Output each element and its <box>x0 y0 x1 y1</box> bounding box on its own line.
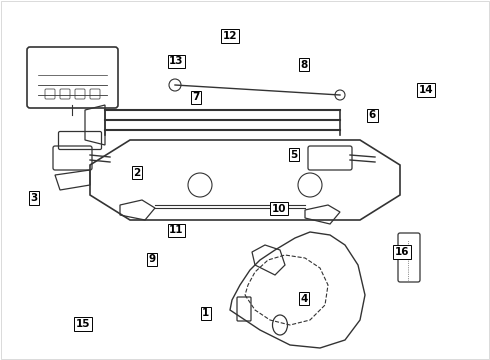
Text: 2: 2 <box>134 168 141 178</box>
Text: 12: 12 <box>223 31 238 41</box>
Text: 4: 4 <box>300 294 308 304</box>
Text: 11: 11 <box>169 225 184 235</box>
Text: 14: 14 <box>419 85 434 95</box>
Text: 6: 6 <box>369 110 376 120</box>
Text: 16: 16 <box>394 247 409 257</box>
Text: 9: 9 <box>148 254 155 264</box>
Text: 10: 10 <box>272 204 287 214</box>
Text: 13: 13 <box>169 56 184 66</box>
Text: 7: 7 <box>192 92 200 102</box>
Text: 8: 8 <box>300 60 307 70</box>
Text: 3: 3 <box>31 193 38 203</box>
Text: 15: 15 <box>76 319 91 329</box>
Text: 5: 5 <box>291 150 297 160</box>
Text: 1: 1 <box>202 308 209 318</box>
